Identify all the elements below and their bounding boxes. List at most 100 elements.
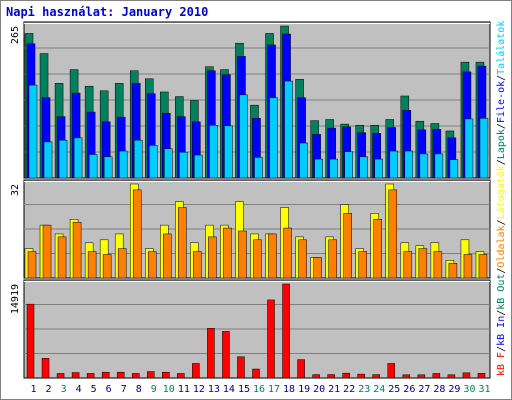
bar-oldalak-day-18 bbox=[283, 227, 292, 279]
x-tick-label: 4 bbox=[76, 384, 82, 395]
bar-lapok-day-18 bbox=[284, 80, 293, 179]
bar-kb-f-day-8 bbox=[131, 373, 140, 379]
bar-lapok-day-27 bbox=[419, 153, 429, 179]
bar-kb-f-day-28 bbox=[432, 373, 441, 379]
bar-kb-f-day-9 bbox=[147, 371, 155, 379]
bar-kb-f-day-1 bbox=[26, 303, 35, 379]
bar-oldalak-day-15 bbox=[238, 230, 247, 279]
bar-oldalak-day-22 bbox=[343, 213, 352, 279]
legend-entry: Lapok bbox=[496, 129, 507, 159]
bar-kb-f-day-25 bbox=[387, 363, 396, 379]
legend-entry: Oldalak bbox=[496, 225, 507, 267]
bar-oldalak-day-23 bbox=[358, 251, 367, 279]
bar-kb-f-day-14 bbox=[222, 331, 230, 379]
bar-lapok-day-5 bbox=[88, 154, 98, 179]
bar-oldalak-day-21 bbox=[328, 239, 337, 279]
bar-oldalak-day-13 bbox=[208, 236, 217, 279]
x-tick-label: 1 bbox=[31, 384, 37, 395]
bar-kb-f-day-21 bbox=[327, 374, 335, 379]
bar-oldalak-day-17 bbox=[268, 233, 277, 279]
bar-kb-f-day-26 bbox=[402, 374, 411, 379]
x-tick-label: 11 bbox=[178, 384, 190, 395]
bar-lapok-day-16 bbox=[254, 157, 263, 179]
bar-kb-f-day-30 bbox=[462, 372, 471, 379]
bar-oldalak-day-24 bbox=[373, 219, 382, 279]
x-tick-label: 18 bbox=[283, 384, 295, 395]
x-tick-label: 27 bbox=[418, 384, 430, 395]
x-tick-label: 7 bbox=[121, 384, 127, 395]
bar-lapok-day-30 bbox=[464, 118, 474, 179]
bar-lapok-day-22 bbox=[344, 151, 353, 179]
y-max-label: 14919 bbox=[10, 284, 21, 314]
bar-kb-f-day-11 bbox=[177, 373, 185, 379]
bar-kb-f-day-12 bbox=[192, 363, 200, 379]
bar-oldalak-day-4 bbox=[72, 221, 82, 279]
x-tick-label: 9 bbox=[151, 384, 157, 395]
bar-oldalak-day-7 bbox=[117, 248, 127, 279]
bar-kb-f-day-4 bbox=[71, 372, 80, 379]
bar-lapok-day-14 bbox=[224, 125, 233, 179]
bar-oldalak-day-27 bbox=[418, 248, 428, 279]
bar-kb-f-day-2 bbox=[41, 358, 50, 379]
x-tick-label: 3 bbox=[61, 384, 67, 395]
bar-oldalak-day-6 bbox=[102, 254, 112, 279]
legend-entry: Látogatók bbox=[495, 165, 507, 219]
x-tick-label: 20 bbox=[313, 384, 325, 395]
bar-lapok-day-2 bbox=[43, 141, 53, 179]
bar-oldalak-day-8 bbox=[132, 189, 142, 279]
bar-kb-f-day-24 bbox=[372, 374, 380, 379]
bar-kb-f-day-31 bbox=[477, 373, 486, 379]
bar-lapok-day-23 bbox=[359, 156, 368, 179]
bar-oldalak-day-5 bbox=[87, 251, 97, 279]
bar-oldalak-day-9 bbox=[148, 251, 157, 279]
x-tick-label: 13 bbox=[208, 384, 220, 395]
legend-entry: File-ok bbox=[496, 81, 507, 123]
bar-kb-f-day-15 bbox=[237, 356, 245, 379]
x-tick-label: 2 bbox=[46, 384, 52, 395]
bar-oldalak-day-29 bbox=[448, 263, 458, 279]
x-tick-label: 22 bbox=[343, 384, 355, 395]
bar-oldalak-day-12 bbox=[193, 251, 202, 279]
x-tick-label: 29 bbox=[448, 384, 460, 395]
bar-kb-f-day-3 bbox=[56, 373, 65, 379]
x-tick-label: 24 bbox=[373, 384, 385, 395]
y-max-label: 32 bbox=[10, 184, 21, 196]
bar-kb-f-day-20 bbox=[312, 374, 320, 379]
bar-kb-f-day-13 bbox=[207, 328, 215, 379]
bar-kb-f-day-23 bbox=[357, 373, 365, 379]
bar-lapok-day-15 bbox=[239, 94, 248, 179]
bar-lapok-day-13 bbox=[209, 124, 218, 179]
bar-lapok-day-12 bbox=[194, 154, 203, 179]
x-tick-label: 25 bbox=[388, 384, 400, 395]
bar-lapok-day-3 bbox=[58, 139, 68, 179]
bar-lapok-day-20 bbox=[314, 158, 323, 179]
legend-entry: kB Out bbox=[496, 274, 507, 310]
x-tick-label: 31 bbox=[478, 384, 490, 395]
bar-lapok-day-10 bbox=[164, 148, 173, 179]
bar-oldalak-day-30 bbox=[463, 254, 473, 279]
bar-kb-f-day-22 bbox=[342, 372, 350, 379]
legend-entry: kB In bbox=[496, 316, 507, 346]
bar-lapok-day-25 bbox=[389, 150, 399, 179]
x-tick-label: 26 bbox=[403, 384, 415, 395]
bar-kb-f-day-19 bbox=[297, 359, 305, 379]
legend-entry: kB F bbox=[496, 352, 507, 376]
x-tick-label: 17 bbox=[268, 384, 280, 395]
bar-oldalak-day-26 bbox=[403, 251, 413, 279]
bar-lapok-day-1 bbox=[28, 84, 38, 179]
bar-kb-f-day-10 bbox=[162, 371, 170, 379]
bar-kb-f-day-6 bbox=[101, 371, 110, 379]
bar-oldalak-day-28 bbox=[433, 251, 443, 279]
bar-kb-f-day-16 bbox=[252, 368, 260, 379]
x-tick-label: 12 bbox=[193, 384, 205, 395]
bar-oldalak-day-10 bbox=[163, 233, 172, 279]
x-tick-label: 14 bbox=[223, 384, 235, 395]
bar-lapok-day-21 bbox=[329, 158, 338, 179]
bar-lapok-day-17 bbox=[269, 97, 278, 179]
bar-oldalak-day-31 bbox=[478, 254, 488, 279]
bar-lapok-day-7 bbox=[118, 150, 128, 179]
panel-bottom: 14919 bbox=[10, 279, 491, 379]
x-tick-label: 5 bbox=[91, 384, 97, 395]
bar-lapok-day-26 bbox=[404, 150, 414, 179]
bar-kb-f-day-7 bbox=[116, 371, 125, 379]
